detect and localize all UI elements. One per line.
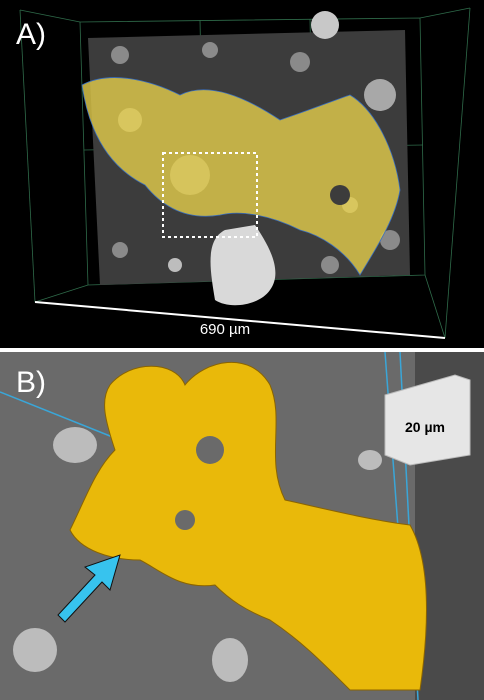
scale-cube: [384, 374, 471, 466]
zoom-region: [162, 152, 258, 238]
panel-b: 20 µm B): [0, 351, 484, 700]
arrow: [57, 554, 121, 623]
panel-a: 690 µm A): [0, 0, 484, 348]
gap: [175, 510, 195, 530]
panel-label: A): [16, 18, 46, 51]
pore: [330, 185, 350, 205]
gold-surface: [69, 361, 428, 691]
large-grain: [210, 225, 276, 306]
scale-label: 690 µm: [200, 321, 250, 338]
phase-surface: [81, 77, 401, 276]
gap: [196, 436, 224, 464]
light-grains: [13, 427, 382, 682]
panel-label: B): [16, 366, 46, 399]
scale-label: 20 µm: [405, 419, 445, 435]
scale-line: [34, 301, 446, 339]
